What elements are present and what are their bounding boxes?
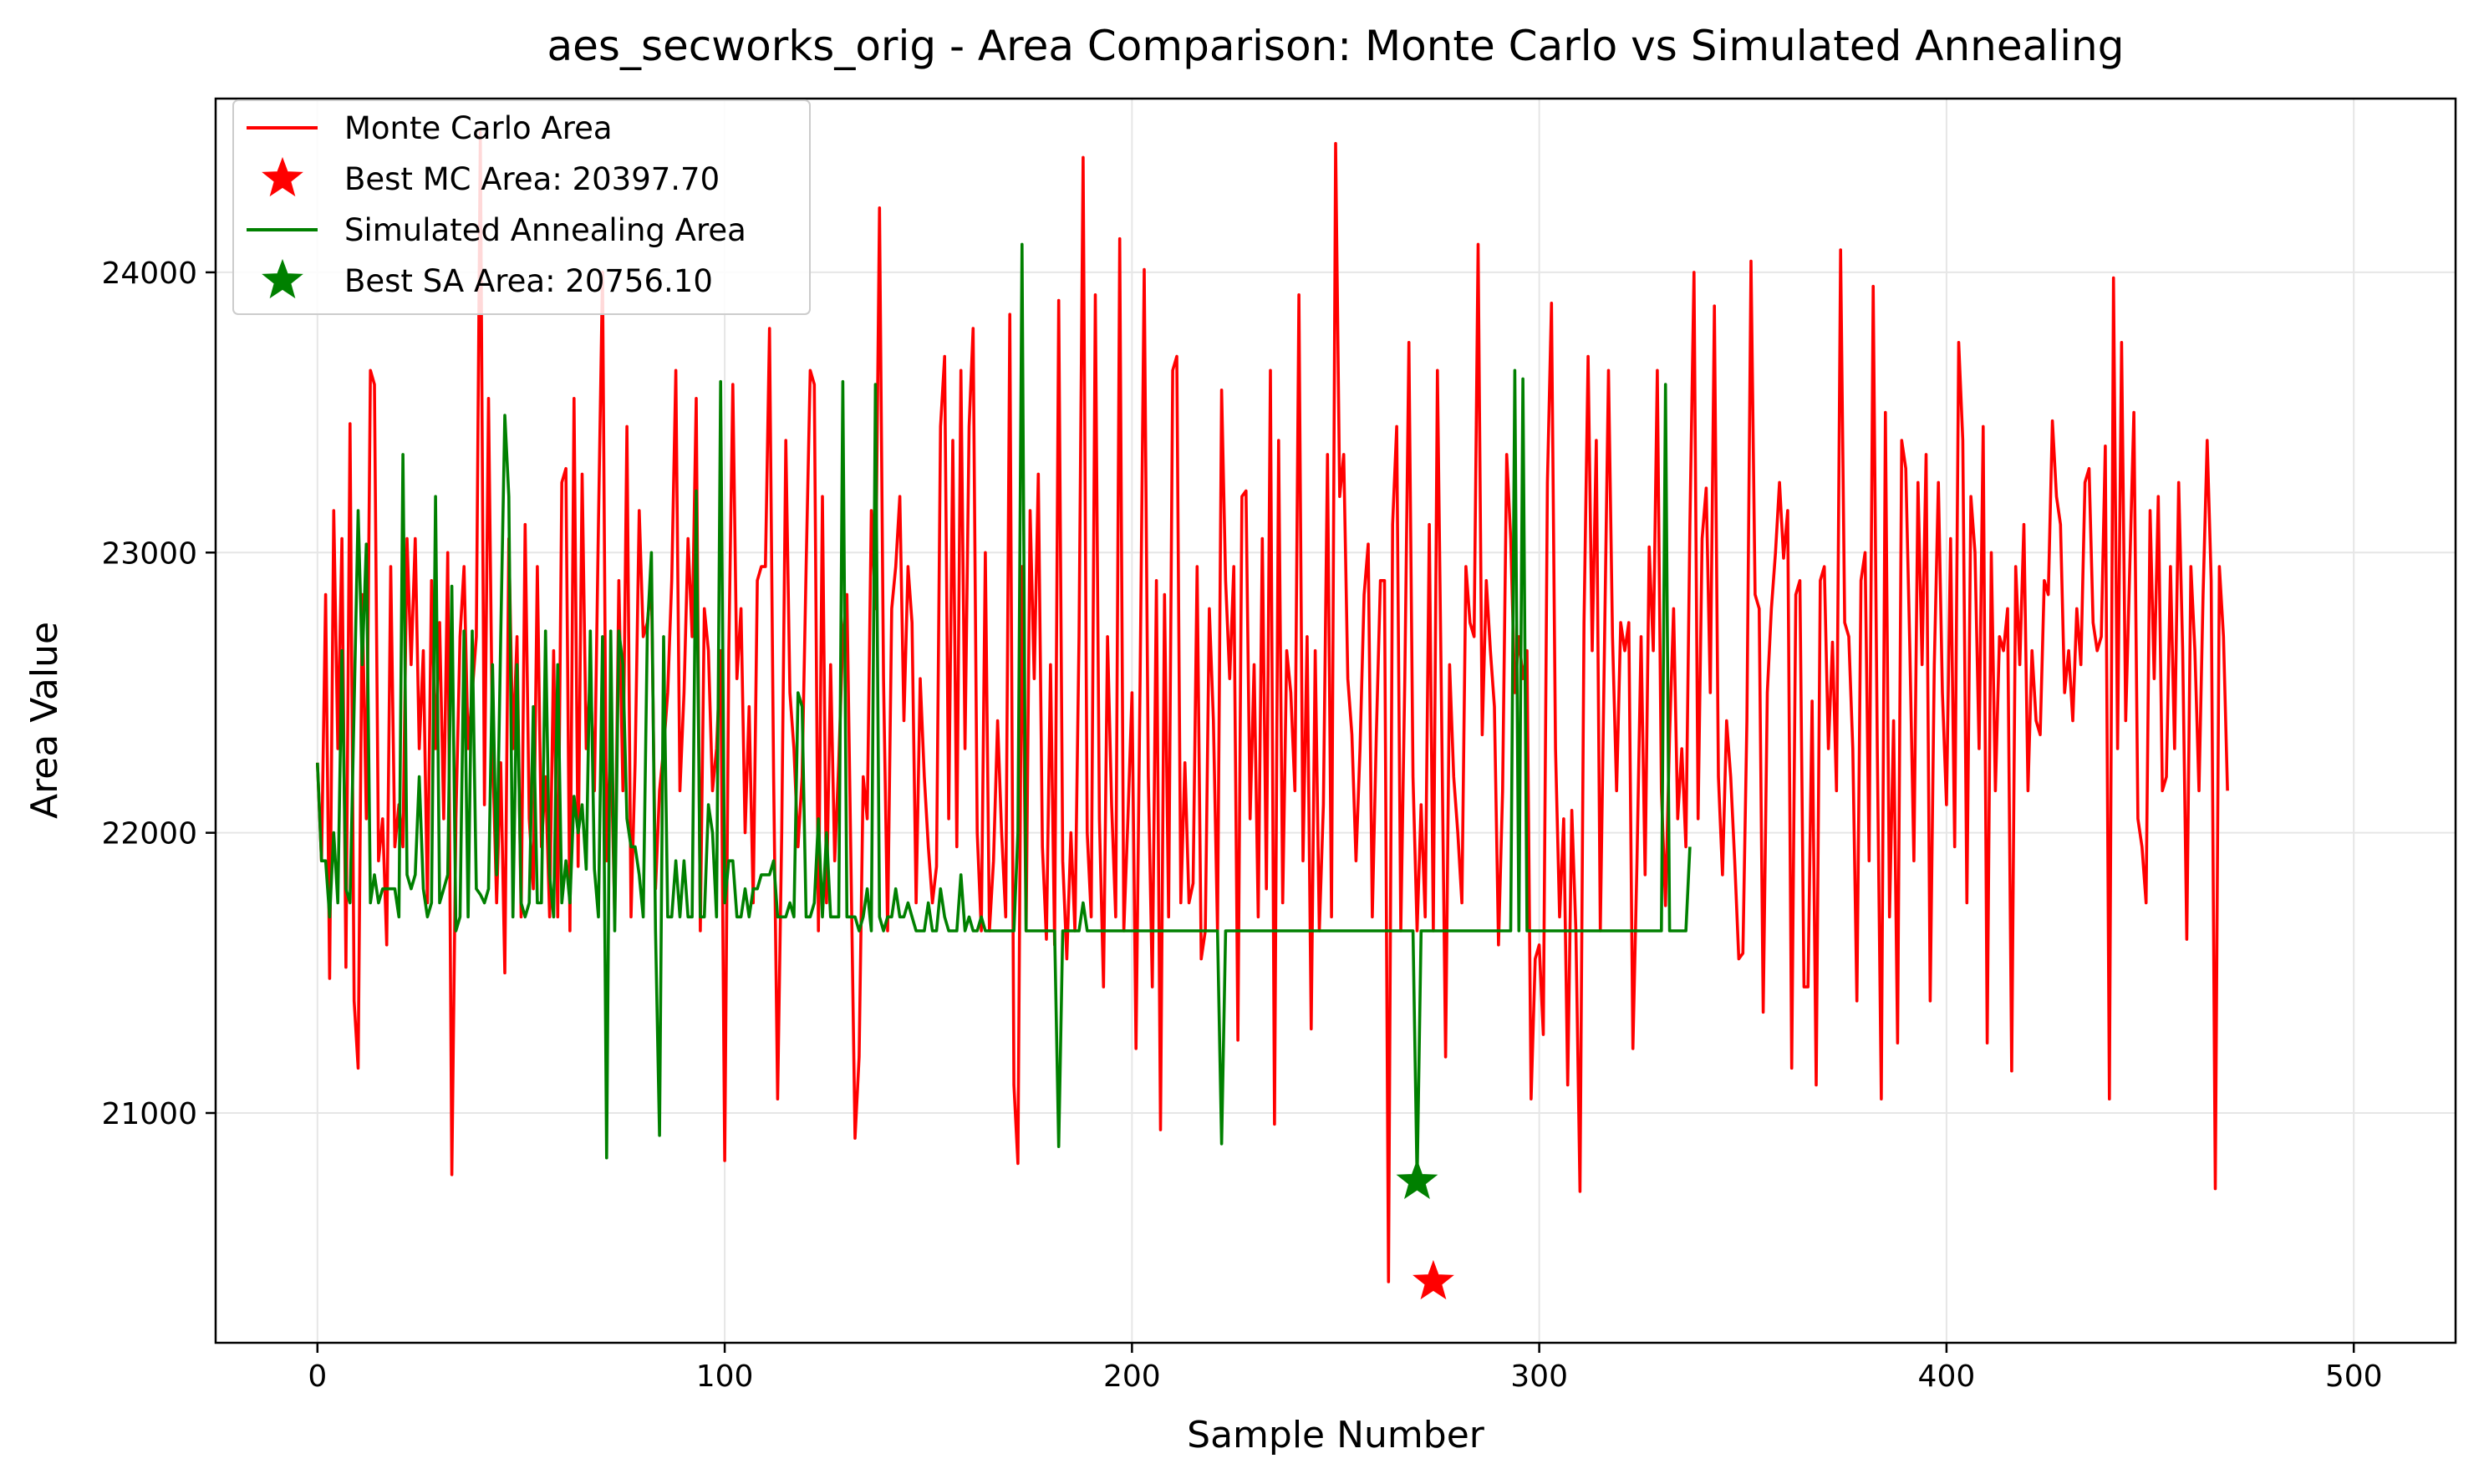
y-tick-label: 23000 bbox=[101, 536, 197, 571]
x-tick-label: 0 bbox=[308, 1359, 327, 1394]
y-tick-label: 24000 bbox=[101, 257, 197, 291]
legend: Monte Carlo Area Best MC Area: 20397.70 … bbox=[232, 99, 811, 315]
legend-swatch-best-mc-star bbox=[262, 156, 303, 197]
x-axis-label: Sample Number bbox=[1187, 1414, 1485, 1456]
best-mc-star-marker bbox=[1413, 1259, 1454, 1300]
plot-series bbox=[316, 130, 2229, 1283]
best-sa-star-marker bbox=[1396, 1159, 1438, 1199]
x-tick-label: 200 bbox=[1103, 1359, 1161, 1394]
legend-box bbox=[232, 99, 811, 315]
legend-label-monte-carlo: Monte Carlo Area bbox=[344, 110, 613, 146]
series-line-simulated-annealing bbox=[316, 242, 1692, 1183]
legend-swatch-best-sa-star bbox=[262, 258, 303, 299]
y-tick-label: 22000 bbox=[101, 817, 197, 851]
y-tick-label: 21000 bbox=[101, 1097, 197, 1131]
legend-star-icon bbox=[262, 258, 303, 299]
chart-title: aes_secworks_orig - Area Comparison: Mon… bbox=[547, 22, 2125, 70]
y-axis-label: Area Value bbox=[23, 622, 66, 819]
x-tick-label: 500 bbox=[2325, 1359, 2383, 1394]
x-tick-label: 100 bbox=[696, 1359, 754, 1394]
legend-star-icon bbox=[262, 156, 303, 197]
x-tick-label: 300 bbox=[1510, 1359, 1568, 1394]
best-point-markers bbox=[1396, 1159, 1454, 1300]
plot-frame bbox=[214, 97, 2457, 1344]
series-line-monte-carlo bbox=[316, 130, 2229, 1283]
legend-label-best-mc: Best MC Area: 20397.70 bbox=[344, 161, 720, 197]
axis-ticks: 0 100 200 300 400 500 21000 22000 23000 24000 bbox=[101, 257, 2382, 1394]
legend-label-best-sa: Best SA Area: 20756.10 bbox=[344, 263, 713, 299]
x-tick-label: 400 bbox=[1918, 1359, 1976, 1394]
legend-label-simulated-annealing: Simulated Annealing Area bbox=[344, 212, 746, 248]
